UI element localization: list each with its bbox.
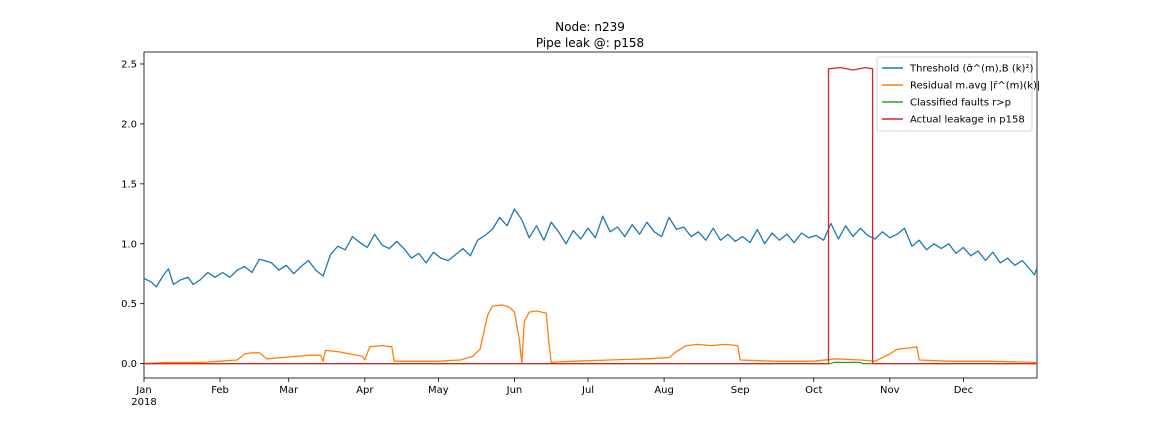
x-tick-label: Apr xyxy=(356,385,374,396)
legend-box xyxy=(876,56,1033,132)
series-line-0 xyxy=(143,208,1038,288)
x-tick-label: Jun xyxy=(506,385,523,396)
x-tick-label: Feb xyxy=(211,385,229,396)
series-line-3 xyxy=(144,66,1037,365)
y-tick-label: 1.0 xyxy=(121,239,137,250)
x-tick-label: Aug xyxy=(654,385,674,396)
x-tick-label: Mar xyxy=(279,385,299,396)
chart-subtitle: Pipe leak @: p158 xyxy=(536,36,644,50)
legend: Threshold (σ̂^(m),B (k)²) Residual m.avg … xyxy=(876,56,1040,132)
x-tick-label: Jan xyxy=(135,385,151,396)
y-tick-label: 2.5 xyxy=(121,59,137,70)
legend-label: Residual m.avg |r̄^(m)(k)| xyxy=(910,81,1040,92)
x-year-label: 2018 xyxy=(131,397,156,408)
y-axis: 0.0 0.5 1.0 1.5 2.0 2.5 xyxy=(121,59,144,370)
x-tick-label: Dec xyxy=(954,385,973,396)
legend-label: Threshold (σ̂^(m),B (k)²) xyxy=(909,63,1033,75)
x-tick-label: May xyxy=(428,385,449,396)
series-line-1 xyxy=(143,304,1038,365)
x-tick-label: Oct xyxy=(805,385,822,396)
x-tick-label: Sep xyxy=(731,385,750,396)
x-tick-label: Nov xyxy=(880,385,900,396)
series-layer xyxy=(143,66,1038,365)
y-tick-label: 1.5 xyxy=(121,179,137,190)
legend-label: Classified faults r>p xyxy=(910,98,1011,109)
y-tick-label: 0.5 xyxy=(121,299,137,310)
chart-title: Node: n239 xyxy=(555,20,625,34)
x-axis: Jan Feb Mar Apr May Jun Jul Aug Sep Oct Nov Dec xyxy=(135,378,973,396)
y-tick-label: 2.0 xyxy=(121,119,137,130)
x-tick-label: Jul xyxy=(581,385,594,396)
y-tick-label: 0.0 xyxy=(121,359,137,370)
legend-label: Actual leakage in p158 xyxy=(910,115,1025,126)
plot-area xyxy=(143,51,1038,379)
